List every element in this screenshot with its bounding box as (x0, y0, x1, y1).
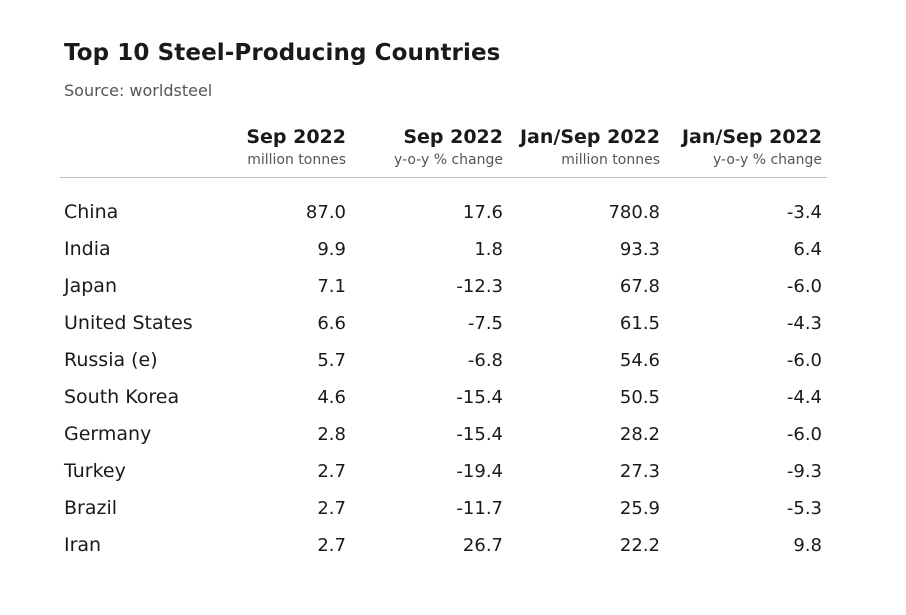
table-row: Germany 2.8 -15.4 28.2 -6.0 (60, 416, 827, 453)
chart-title: Top 10 Steel-Producing Countries (64, 40, 501, 66)
table-row: China 87.0 17.6 780.8 -3.4 (60, 178, 827, 232)
country-cell: Brazil (64, 497, 118, 519)
value-cell: 54.6 (619, 350, 660, 371)
value-cell: 5.7 (317, 350, 346, 371)
value-cell: -4.4 (786, 387, 822, 408)
chart-source: Source: worldsteel (64, 81, 213, 100)
header-country (60, 120, 194, 178)
country-cell: Turkey (64, 460, 126, 482)
value-cell: -6.0 (786, 276, 822, 297)
column-header-label: Jan/Sep 2022 (519, 126, 660, 148)
value-cell: 9.8 (793, 535, 822, 556)
table-row: Japan 7.1 -12.3 67.8 -6.0 (60, 268, 827, 305)
value-cell: -12.3 (456, 276, 503, 297)
country-cell: China (64, 201, 119, 223)
column-header: Jan/Sep 2022 million tonnes (508, 120, 665, 178)
value-cell: 780.8 (608, 202, 660, 223)
table-row: Brazil 2.7 -11.7 25.9 -5.3 (60, 490, 827, 527)
value-cell: -11.7 (456, 498, 503, 519)
value-cell: 1.8 (474, 239, 503, 260)
column-header-unit: y-o-y % change (713, 152, 822, 168)
value-cell: 26.7 (462, 535, 503, 556)
table-row: India 9.9 1.8 93.3 6.4 (60, 231, 827, 268)
value-cell: -9.3 (786, 461, 822, 482)
value-cell: -6.8 (467, 350, 503, 371)
table-row: Turkey 2.7 -19.4 27.3 -9.3 (60, 453, 827, 490)
country-cell: Iran (64, 534, 102, 556)
column-header: Jan/Sep 2022 y-o-y % change (665, 120, 827, 178)
column-header-label: Sep 2022 (403, 126, 503, 148)
column-header-label: Sep 2022 (246, 126, 346, 148)
value-cell: 9.9 (317, 239, 346, 260)
value-cell: 2.7 (317, 461, 346, 482)
column-header-label: Jan/Sep 2022 (681, 126, 822, 148)
value-cell: 22.2 (619, 535, 660, 556)
header-row: Sep 2022 million tonnes Sep 2022 y-o-y %… (60, 120, 827, 178)
country-cell: Russia (e) (64, 349, 158, 371)
table-row: United States 6.6 -7.5 61.5 -4.3 (60, 305, 827, 342)
value-cell: -7.5 (467, 313, 503, 334)
value-cell: -15.4 (456, 424, 503, 445)
value-cell: -6.0 (786, 424, 822, 445)
column-header-unit: y-o-y % change (394, 152, 503, 168)
value-cell: 17.6 (462, 202, 503, 223)
value-cell: -3.4 (786, 202, 822, 223)
column-header: Sep 2022 million tonnes (194, 120, 351, 178)
value-cell: 61.5 (619, 313, 660, 334)
column-header: Sep 2022 y-o-y % change (351, 120, 508, 178)
value-cell: 50.5 (619, 387, 660, 408)
value-cell: 2.8 (317, 424, 346, 445)
country-cell: India (64, 238, 111, 260)
value-cell: 4.6 (317, 387, 346, 408)
steel-production-table: Sep 2022 million tonnes Sep 2022 y-o-y %… (60, 120, 827, 564)
value-cell: 6.6 (317, 313, 346, 334)
value-cell: -19.4 (456, 461, 503, 482)
country-cell: Japan (64, 275, 117, 297)
value-cell: 87.0 (305, 202, 346, 223)
table-row: Iran 2.7 26.7 22.2 9.8 (60, 527, 827, 564)
value-cell: 67.8 (619, 276, 660, 297)
value-cell: 25.9 (619, 498, 660, 519)
value-cell: 7.1 (317, 276, 346, 297)
value-cell: -4.3 (786, 313, 822, 334)
column-header-unit: million tonnes (561, 152, 660, 168)
column-header-unit: million tonnes (247, 152, 346, 168)
value-cell: -15.4 (456, 387, 503, 408)
value-cell: 2.7 (317, 535, 346, 556)
table-body: China 87.0 17.6 780.8 -3.4 India 9.9 1.8 93.3 6.4… (60, 178, 827, 565)
table-row: South Korea 4.6 -15.4 50.5 -4.4 (60, 379, 827, 416)
value-cell: -6.0 (786, 350, 822, 371)
table-row: Russia (e) 5.7 -6.8 54.6 -6.0 (60, 342, 827, 379)
value-cell: -5.3 (786, 498, 822, 519)
value-cell: 2.7 (317, 498, 346, 519)
value-cell: 27.3 (619, 461, 660, 482)
value-cell: 28.2 (619, 424, 660, 445)
value-cell: 93.3 (619, 239, 660, 260)
value-cell: 6.4 (793, 239, 822, 260)
country-cell: South Korea (64, 386, 180, 408)
country-cell: United States (64, 312, 193, 334)
country-cell: Germany (64, 423, 152, 445)
